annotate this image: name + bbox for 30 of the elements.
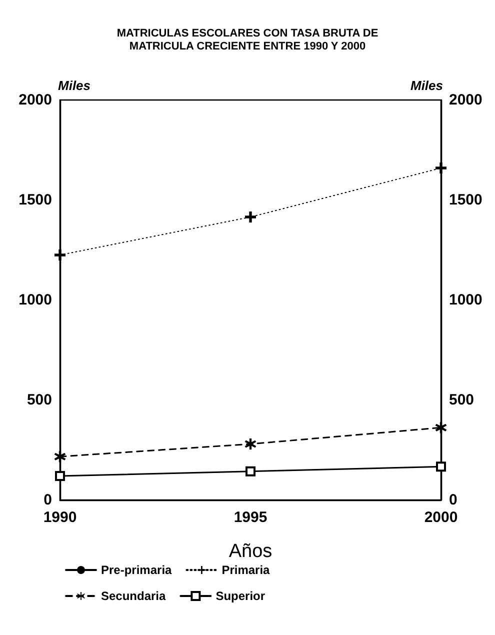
y2-tick-label: 500 xyxy=(449,392,474,408)
point xyxy=(54,451,66,462)
y2-tick-label: 0 xyxy=(449,492,458,508)
y2-tick-label: 2000 xyxy=(449,92,482,108)
y-tick-label: 0 xyxy=(44,492,52,508)
y-tick-label: 500 xyxy=(26,392,52,408)
legend-label: Superior xyxy=(216,589,266,603)
y2-tick-label: 1000 xyxy=(449,292,482,308)
y-tick-label: 1500 xyxy=(18,192,52,208)
legend-label: Primaria xyxy=(222,563,270,577)
point xyxy=(246,466,256,476)
point xyxy=(245,212,256,222)
point xyxy=(55,471,65,481)
x-tick-label: 1995 xyxy=(234,509,268,526)
point xyxy=(436,422,446,434)
x-axis-title: Años xyxy=(228,541,272,562)
y-axis-title: Miles xyxy=(58,78,91,93)
y-tick-label: 2000 xyxy=(18,92,52,108)
point xyxy=(436,162,446,174)
y-tick-label: 1000 xyxy=(18,292,52,308)
legend-label: Pre-primaria xyxy=(101,563,172,577)
y2-tick-label: 1500 xyxy=(449,192,482,208)
y2-axis-title: Miles xyxy=(410,78,443,93)
x-tick-label: 2000 xyxy=(424,509,458,526)
point xyxy=(245,438,256,450)
point xyxy=(54,250,66,260)
chart-title: MATRICULAS ESCOLARES CON TASA BRUTA DE MATRICULA CRECIENTE ENTRE 1990 Y 2000 xyxy=(116,28,378,52)
legend-label: Secundaria xyxy=(101,589,166,603)
point xyxy=(436,462,446,472)
x-tick-label: 1990 xyxy=(43,509,77,526)
